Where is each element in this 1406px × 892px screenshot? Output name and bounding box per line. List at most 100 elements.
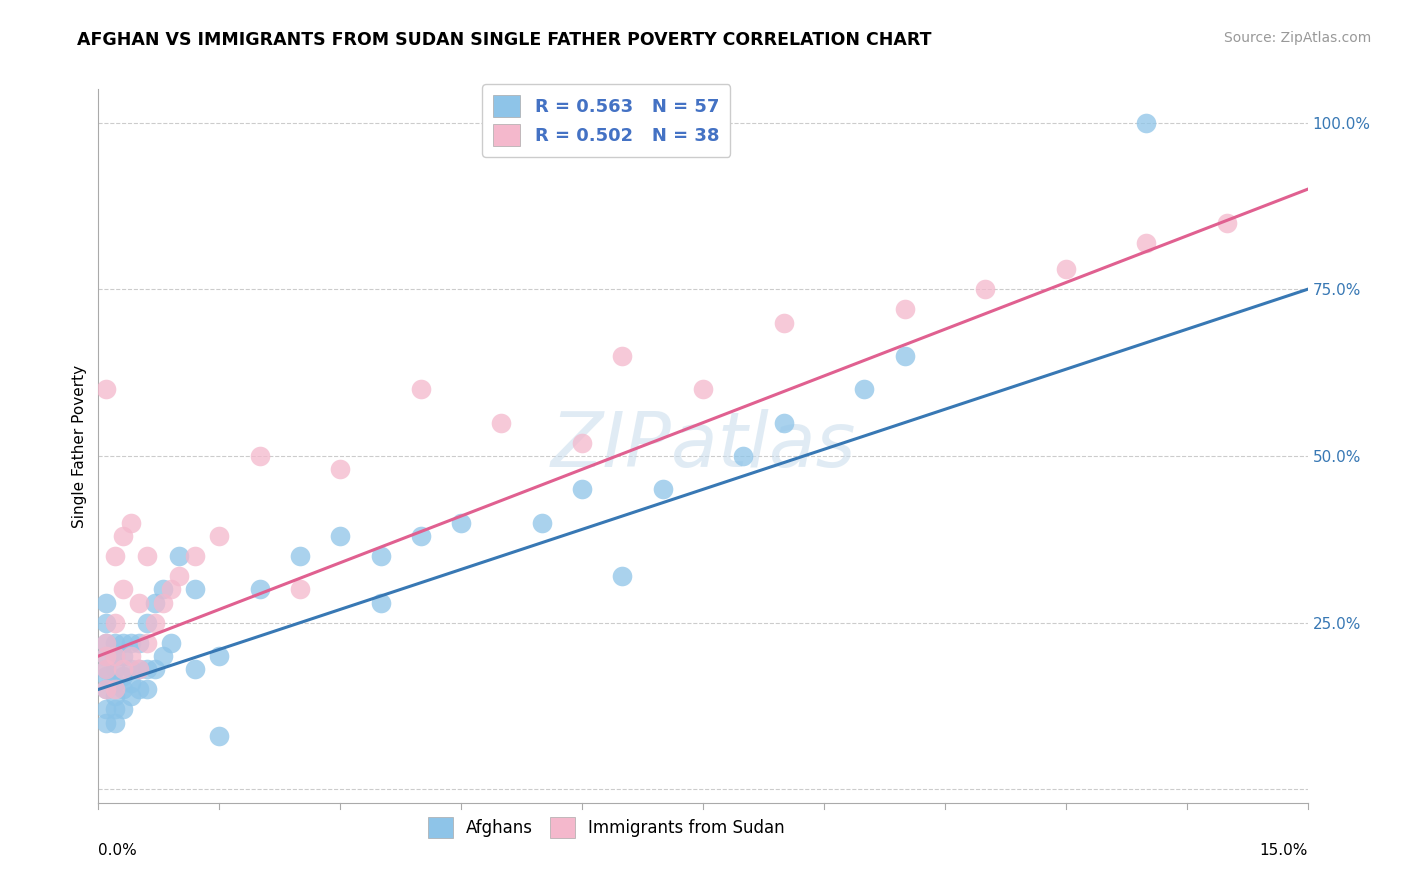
Point <box>120 689 142 703</box>
Point <box>96 662 118 676</box>
Point <box>893 349 915 363</box>
Point <box>128 662 150 676</box>
Point <box>103 702 125 716</box>
Point <box>96 649 118 664</box>
Point <box>288 549 311 563</box>
Point <box>96 636 118 650</box>
Point <box>128 596 150 610</box>
Point <box>143 662 166 676</box>
Point <box>111 702 134 716</box>
Point <box>103 675 125 690</box>
Point <box>571 435 593 450</box>
Point <box>152 596 174 610</box>
Point <box>491 416 513 430</box>
Point <box>96 382 118 396</box>
Point <box>450 516 472 530</box>
Point <box>167 549 190 563</box>
Point <box>370 596 392 610</box>
Point <box>96 596 118 610</box>
Point <box>111 682 134 697</box>
Point <box>409 529 432 543</box>
Point <box>135 662 157 676</box>
Point <box>1135 115 1157 129</box>
Point <box>96 669 118 683</box>
Legend: Afghans, Immigrants from Sudan: Afghans, Immigrants from Sudan <box>422 811 792 845</box>
Point <box>530 516 553 530</box>
Point <box>893 302 915 317</box>
Point <box>772 316 794 330</box>
Point <box>1216 216 1239 230</box>
Point <box>135 682 157 697</box>
Point <box>96 649 118 664</box>
Point <box>1135 235 1157 250</box>
Point <box>103 689 125 703</box>
Point <box>152 649 174 664</box>
Point <box>128 682 150 697</box>
Point <box>103 662 125 676</box>
Point <box>120 649 142 664</box>
Point <box>111 669 134 683</box>
Text: 15.0%: 15.0% <box>1260 843 1308 858</box>
Point <box>120 662 142 676</box>
Point <box>111 636 134 650</box>
Point <box>96 682 118 697</box>
Point <box>96 615 118 630</box>
Point <box>96 662 118 676</box>
Point <box>853 382 876 396</box>
Point <box>208 529 231 543</box>
Point <box>96 682 118 697</box>
Point <box>152 582 174 597</box>
Point <box>128 662 150 676</box>
Point <box>103 649 125 664</box>
Point <box>111 529 134 543</box>
Point <box>571 483 593 497</box>
Point <box>612 569 634 583</box>
Y-axis label: Single Father Poverty: Single Father Poverty <box>72 365 87 527</box>
Point <box>143 615 166 630</box>
Point <box>329 529 352 543</box>
Point <box>103 636 125 650</box>
Point <box>370 549 392 563</box>
Point <box>974 282 997 296</box>
Point <box>409 382 432 396</box>
Point <box>128 636 150 650</box>
Point <box>184 582 207 597</box>
Point <box>111 582 134 597</box>
Point <box>103 549 125 563</box>
Point <box>184 662 207 676</box>
Point <box>120 516 142 530</box>
Point <box>143 596 166 610</box>
Point <box>103 649 125 664</box>
Point <box>103 715 125 730</box>
Point <box>160 636 183 650</box>
Text: AFGHAN VS IMMIGRANTS FROM SUDAN SINGLE FATHER POVERTY CORRELATION CHART: AFGHAN VS IMMIGRANTS FROM SUDAN SINGLE F… <box>77 31 932 49</box>
Point <box>733 449 755 463</box>
Point <box>612 349 634 363</box>
Point <box>329 462 352 476</box>
Point <box>184 549 207 563</box>
Point <box>103 615 125 630</box>
Point <box>135 549 157 563</box>
Point <box>772 416 794 430</box>
Point <box>111 662 134 676</box>
Point <box>167 569 190 583</box>
Point <box>111 649 134 664</box>
Point <box>288 582 311 597</box>
Point <box>96 702 118 716</box>
Point <box>96 715 118 730</box>
Point <box>135 636 157 650</box>
Point <box>103 682 125 697</box>
Point <box>249 449 271 463</box>
Point <box>120 636 142 650</box>
Point <box>692 382 714 396</box>
Text: ZIPatlas: ZIPatlas <box>550 409 856 483</box>
Text: Source: ZipAtlas.com: Source: ZipAtlas.com <box>1223 31 1371 45</box>
Text: 0.0%: 0.0% <box>98 843 138 858</box>
Point <box>208 729 231 743</box>
Point <box>135 615 157 630</box>
Point <box>1054 262 1077 277</box>
Point <box>120 675 142 690</box>
Point <box>651 483 673 497</box>
Point <box>208 649 231 664</box>
Point <box>249 582 271 597</box>
